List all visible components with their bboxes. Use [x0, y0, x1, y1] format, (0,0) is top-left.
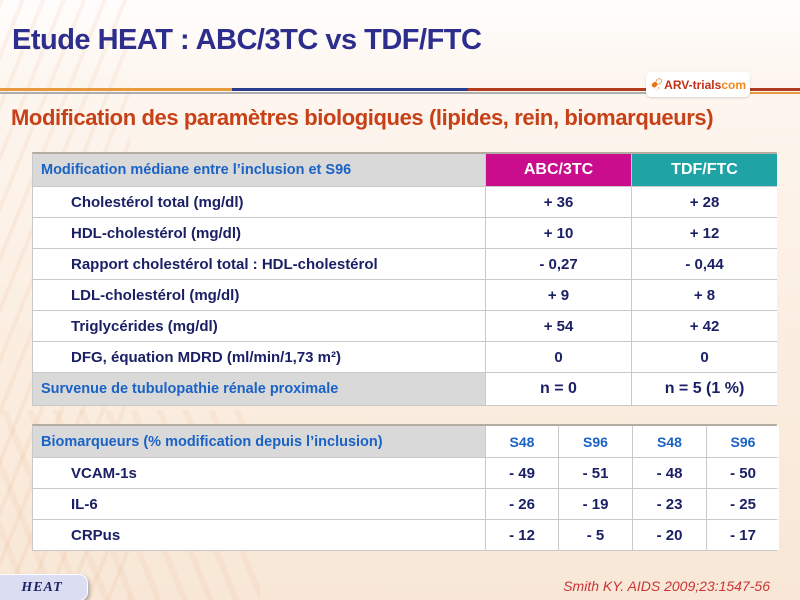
- cell-value: n = 5 (1 %): [632, 373, 777, 405]
- cell-value: 0: [632, 342, 777, 372]
- row-label-il6: IL-6: [33, 489, 485, 519]
- row-label-ldl-cholesterol: LDL-cholestérol (mg/dl): [33, 280, 485, 310]
- cell-value: n = 0: [486, 373, 631, 405]
- slide-subtitle: Modification des paramètres biologiques …: [11, 105, 714, 130]
- row-label-cholesterol-total: Cholestérol total (mg/dl): [33, 187, 485, 217]
- cell-value: - 49: [486, 458, 558, 488]
- cell-value: - 26: [486, 489, 558, 519]
- row-label-vcam1s: VCAM-1s: [33, 458, 485, 488]
- table2-col-s48-tdf: S48: [633, 426, 706, 457]
- table2-col-s96-tdf: S96: [707, 426, 779, 457]
- arv-trials-logo: ARV-trialscom: [646, 72, 750, 97]
- heat-badge-label: HEAT: [21, 579, 63, 595]
- cell-value: - 12: [486, 520, 558, 550]
- cell-value: - 0,44: [632, 249, 777, 279]
- cell-value: - 17: [707, 520, 779, 550]
- lipids-renal-table: Modification médiane entre l’inclusion e…: [32, 152, 777, 406]
- cell-value: - 51: [559, 458, 632, 488]
- separator-line-top: [0, 88, 800, 91]
- cell-value: 0: [486, 342, 631, 372]
- table1-header-tdfftc: TDF/FTC: [632, 154, 777, 186]
- row-label-hdl-cholesterol: HDL-cholestérol (mg/dl): [33, 218, 485, 248]
- table2-col-s48-abc: S48: [486, 426, 558, 457]
- separator-line-bottom: [0, 92, 800, 94]
- pill-capsule-icon: [651, 77, 662, 91]
- row-label-triglycerides: Triglycérides (mg/dl): [33, 311, 485, 341]
- cell-value: - 48: [633, 458, 706, 488]
- table2-header-label: Biomarqueurs (% modification depuis l’in…: [33, 426, 485, 457]
- reference-citation: Smith KY. AIDS 2009;23:1547-56: [563, 578, 770, 594]
- table1-header-label: Modification médiane entre l’inclusion e…: [33, 154, 485, 186]
- heat-study-badge: HEAT: [0, 574, 88, 600]
- cell-value: - 0,27: [486, 249, 631, 279]
- table2-col-s96-abc: S96: [559, 426, 632, 457]
- logo-text-suffix: com: [721, 77, 746, 92]
- row-label-crpus: CRPus: [33, 520, 485, 550]
- table1-header-abc3tc: ABC/3TC: [486, 154, 631, 186]
- cell-value: + 36: [486, 187, 631, 217]
- cell-value: - 5: [559, 520, 632, 550]
- cell-value: + 9: [486, 280, 631, 310]
- cell-value: - 50: [707, 458, 779, 488]
- row-label-dfg-mdrd: DFG, équation MDRD (ml/min/1,73 m²): [33, 342, 485, 372]
- slide-title: Etude HEAT : ABC/3TC vs TDF/FTC: [12, 24, 482, 56]
- cell-value: - 19: [559, 489, 632, 519]
- cell-value: + 12: [632, 218, 777, 248]
- cell-value: + 8: [632, 280, 777, 310]
- cell-value: - 20: [633, 520, 706, 550]
- row-label-rapport-cholesterol: Rapport cholestérol total : HDL-cholesté…: [33, 249, 485, 279]
- cell-value: + 10: [486, 218, 631, 248]
- logo-text: ARV-trialscom: [664, 78, 746, 92]
- cell-value: - 25: [707, 489, 779, 519]
- cell-value: + 42: [632, 311, 777, 341]
- logo-text-main: ARV-trials: [664, 77, 722, 92]
- cell-value: + 54: [486, 311, 631, 341]
- cell-value: - 23: [633, 489, 706, 519]
- biomarkers-table: Biomarqueurs (% modification depuis l’in…: [32, 424, 779, 551]
- row-label-tubulopathie: Survenue de tubulopathie rénale proximal…: [33, 373, 485, 405]
- cell-value: + 28: [632, 187, 777, 217]
